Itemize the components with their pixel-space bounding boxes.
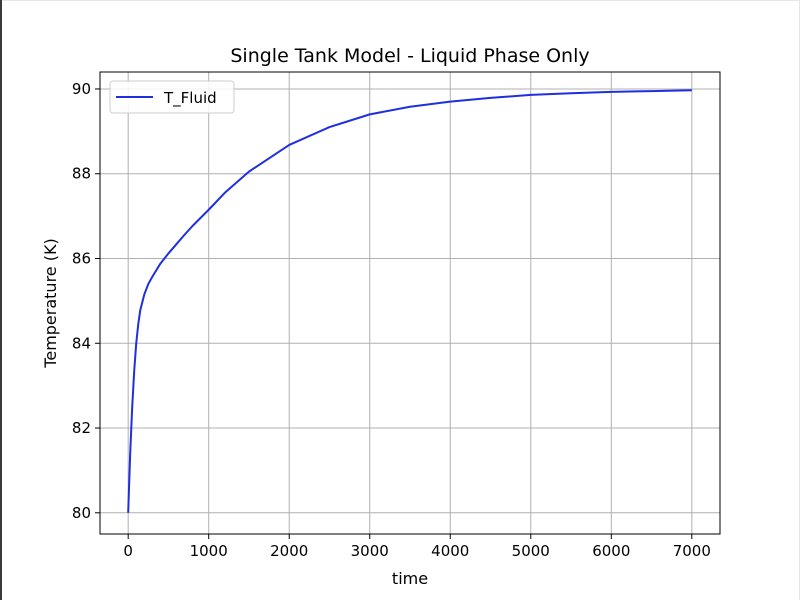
x-tick-label: 0	[123, 542, 133, 560]
x-axis-ticks: 0 1000 2000 3000 4000 5000 6000 7000	[123, 534, 711, 560]
series-line-t-fluid	[127, 89, 692, 513]
y-axis-ticks: 80 82 84 86 88 90	[72, 80, 100, 522]
y-tick-label: 80	[72, 504, 91, 522]
y-tick-label: 84	[72, 334, 91, 352]
x-tick-label: 7000	[673, 542, 711, 560]
y-tick-label: 90	[72, 80, 91, 98]
gridlines	[100, 72, 720, 534]
x-tick-label: 5000	[512, 542, 550, 560]
x-tick-label: 2000	[270, 542, 308, 560]
x-axis-label: time	[392, 569, 428, 588]
axes-frame	[99, 71, 721, 535]
x-tick-label: 6000	[592, 542, 630, 560]
y-tick-label: 86	[72, 249, 91, 267]
legend-box	[109, 80, 235, 114]
x-tick-label: 3000	[351, 542, 389, 560]
y-tick-label: 88	[72, 165, 91, 183]
legend: T_Fluid	[109, 80, 235, 114]
chart-title: Single Tank Model - Liquid Phase Only	[230, 45, 589, 67]
x-tick-label: 4000	[431, 542, 469, 560]
window-left-edge	[0, 0, 2, 600]
series-layer	[127, 89, 692, 513]
legend-label-t-fluid: T_Fluid	[163, 89, 217, 108]
window-top-edge	[0, 0, 800, 1]
x-tick-label: 1000	[190, 542, 228, 560]
y-axis-label: Temperature (K)	[41, 238, 60, 368]
y-tick-label: 82	[72, 419, 91, 437]
